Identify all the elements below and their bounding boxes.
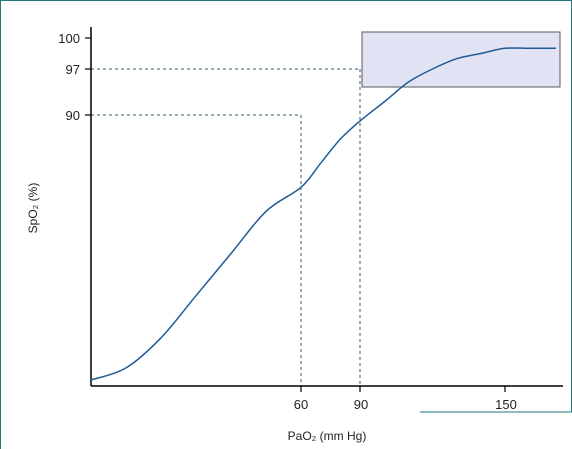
x-ticks (300, 386, 506, 392)
x-tick-label: 150 (495, 397, 517, 412)
y-tick-label: 97 (66, 62, 80, 77)
y-tick-label: 100 (58, 31, 80, 46)
oxygen-dissociation-curve (90, 47, 556, 381)
y-ticks (85, 37, 91, 116)
y-tick-label: 90 (66, 108, 80, 123)
y-axis-label: SpO₂ (%) (26, 183, 40, 234)
x-tick-label: 60 (294, 397, 308, 412)
x-tick-labels: 60 90 150 (294, 397, 517, 412)
x-axis-label: PaO₂ (mm Hg) (288, 429, 367, 443)
y-tick-labels: 100 97 90 (58, 31, 80, 123)
normal-range-highlight (361, 31, 561, 88)
x-tick-label: 90 (354, 397, 368, 412)
reference-lines (91, 68, 361, 386)
